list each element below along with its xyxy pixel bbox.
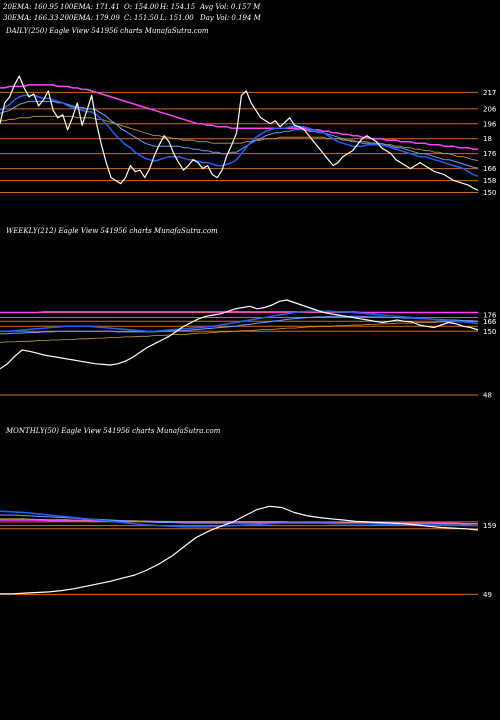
weekly-ema20-line	[0, 310, 479, 333]
weekly-y-tick-label: 150	[483, 328, 496, 336]
weekly-price-line	[0, 299, 479, 370]
header-ema30: 30EMA: 166.33	[3, 14, 59, 22]
weekly-ema100-line	[0, 320, 478, 343]
header-ema20: 20EMA: 160.95	[3, 3, 59, 11]
daily-ema20-line	[0, 94, 479, 177]
daily-y-tick-label: 150	[483, 189, 496, 197]
header-row-1: 20EMA: 160.95	[3, 3, 58, 11]
header-avg-vol: Avg Vol: 0.157 M	[200, 3, 261, 11]
monthly-y-tick-label: 49	[483, 591, 492, 599]
header-close: C: 151.50	[124, 14, 159, 22]
monthly-ema20-line	[0, 510, 478, 528]
daily-chart-title: DAILY(250) Eagle View 541956 charts Muna…	[6, 27, 209, 35]
header-ema100: 100EMA: 171.41	[60, 3, 120, 11]
header-day-vol: Day Vol: 0.194 M	[200, 14, 261, 22]
daily-y-tick-label: 166	[483, 165, 497, 173]
header-low: L: 151.00	[160, 14, 194, 22]
daily-ema200-line	[0, 84, 479, 150]
daily-y-tick-label: 206	[483, 105, 497, 113]
daily-price-line	[0, 75, 479, 191]
header-high: H: 154.15	[160, 3, 196, 11]
monthly-price-line	[0, 505, 479, 595]
monthly-chart-title: MONTHLY(50) Eagle View 541956 charts Mun…	[6, 427, 221, 435]
daily-y-tick-label: 217	[483, 89, 496, 97]
monthly-chart: 159 49	[0, 505, 496, 599]
daily-y-tick-label: 18	[483, 135, 492, 143]
header-open: O: 154.00	[124, 3, 159, 11]
weekly-y-tick-label: 176	[483, 312, 497, 320]
weekly-chart-title: WEEKLY(212) Eagle View 541956 charts Mun…	[6, 227, 218, 235]
daily-y-tick-label: 158	[483, 177, 496, 185]
weekly-y-tick-label: 166	[483, 318, 497, 326]
header-ema200: 200EMA: 179.09	[60, 14, 120, 22]
monthly-y-tick-label: 159	[483, 522, 496, 530]
daily-chart: 217 206 196 18 176 166 158 150	[0, 75, 497, 197]
daily-y-tick-label: 176	[483, 150, 497, 158]
daily-ema100-line	[0, 115, 479, 161]
daily-ema30-line	[0, 100, 479, 169]
weekly-y-tick-label: 48	[483, 392, 492, 400]
weekly-ema30-line	[0, 315, 479, 335]
daily-y-tick-label: 196	[483, 120, 497, 128]
weekly-ema200-line	[0, 311, 478, 314]
